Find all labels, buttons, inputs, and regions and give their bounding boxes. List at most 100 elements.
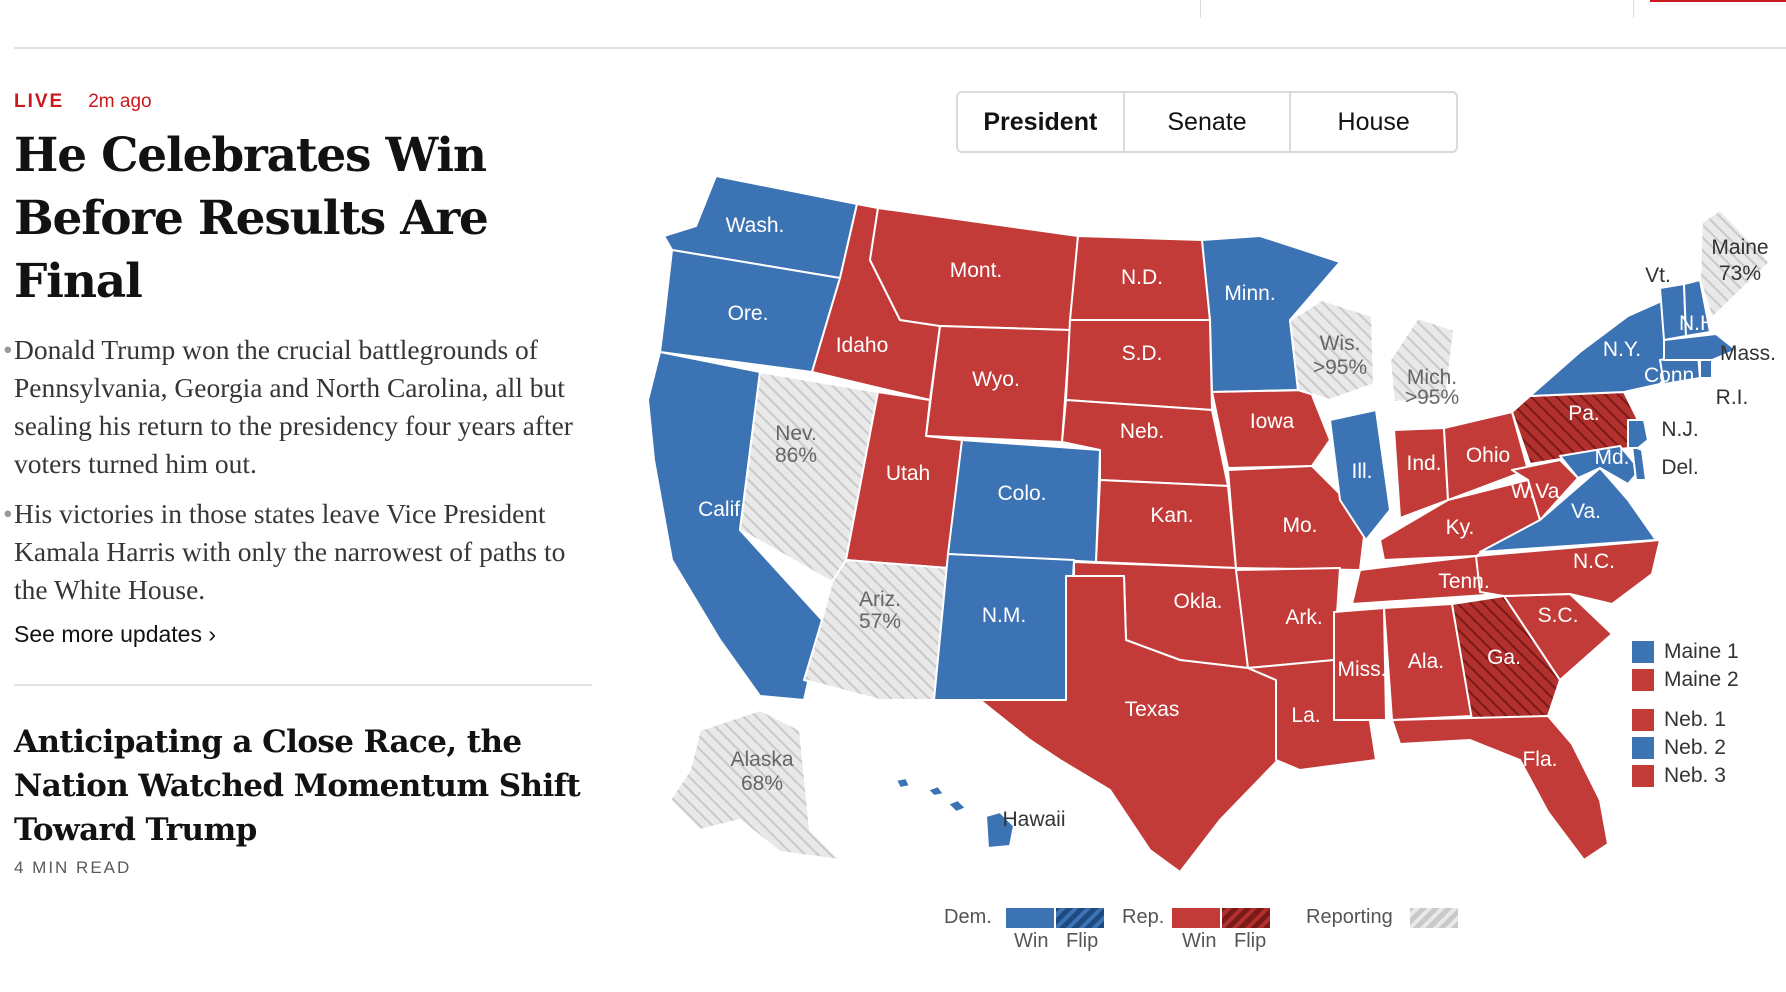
secondary-story-headline[interactable]: Anticipating a Close Race, the Nation Wa… (14, 724, 581, 848)
state-label: Alaska (730, 748, 793, 771)
state-reporting-pct: >95% (1405, 386, 1459, 409)
election-results-map: Wash. Ore. Calif. Nev.86% Idaho Mont. Wyo. Utah… (647, 175, 1776, 873)
state-label: Wash. (726, 214, 785, 237)
legend-rep-label: Rep. (1122, 906, 1165, 928)
legend-rep-flip-swatch (1222, 908, 1270, 928)
district-legend-item: Maine 2 (1632, 668, 1739, 692)
tab-president[interactable]: President (983, 107, 1098, 136)
state-label: Ariz. (859, 588, 901, 611)
state-label: Ore. (728, 302, 769, 325)
state-mich[interactable] (1389, 317, 1455, 403)
state-va[interactable] (1479, 467, 1657, 553)
state-reporting-pct: >95% (1313, 356, 1367, 379)
live-story-column: LIVE 2m ago He Celebrates Win Before Res… (3, 88, 594, 878)
bullet-dot: • (3, 334, 13, 365)
district-legend-item: Neb. 1 (1632, 708, 1726, 732)
state-alaska[interactable] (669, 709, 841, 861)
state-reporting-pct: 57% (859, 610, 901, 633)
state-wis[interactable] (1289, 299, 1375, 401)
top-divider (1633, 0, 1634, 18)
district-legend-item: Neb. 3 (1632, 764, 1726, 788)
state-label: N.J. (1661, 418, 1698, 441)
state-mo[interactable] (1227, 465, 1367, 571)
tab-house[interactable]: House (1289, 93, 1456, 151)
state-label: Okla. (1173, 590, 1222, 613)
state-nh[interactable] (1683, 279, 1711, 337)
state-label: Ill. (1352, 460, 1373, 483)
state-label: Wyo. (972, 368, 1020, 391)
state-label: Va. (1571, 500, 1601, 523)
state-label: Utah (886, 462, 930, 485)
state-fla[interactable] (1391, 715, 1609, 861)
state-label: N.D. (1121, 266, 1163, 289)
state-label: Ala. (1408, 650, 1444, 673)
state-nm[interactable] (933, 553, 1075, 701)
state-label: Mich. (1407, 366, 1457, 389)
map-legend: Dem. Rep. Reporting Win Flip Win Flip (940, 906, 1500, 966)
state-reporting-pct: 68% (741, 772, 783, 795)
state-label: Md. (1594, 446, 1629, 469)
state-sd[interactable] (1065, 319, 1213, 411)
state-label: Del. (1661, 456, 1698, 479)
state-ri[interactable] (1699, 359, 1713, 379)
race-tabs: President Senate House (956, 91, 1458, 153)
state-label: Iowa (1250, 410, 1295, 433)
state-label: N.H. (1679, 312, 1721, 335)
state-mass[interactable] (1663, 333, 1737, 361)
state-label: S.C. (1538, 604, 1579, 627)
live-indicator-row: LIVE 2m ago (14, 88, 594, 116)
district-swatch (1632, 765, 1654, 787)
story-divider (14, 684, 592, 686)
district-name: Maine 1 (1664, 640, 1739, 663)
summary-bullet: • His victories in those states leave Vic… (3, 495, 594, 609)
state-label: Maine (1711, 236, 1768, 259)
district-swatch (1632, 737, 1654, 759)
state-iowa[interactable] (1211, 389, 1331, 469)
state-nj[interactable] (1627, 419, 1649, 449)
state-label: Neb. (1120, 420, 1164, 443)
bullet-text: His victories in those states leave Vice… (14, 498, 566, 605)
state-label: N.C. (1573, 550, 1615, 573)
district-legend-item: Neb. 2 (1632, 736, 1726, 760)
legend-win-label: Win (1182, 930, 1217, 952)
see-more-updates-link[interactable]: See more updates › (14, 621, 217, 647)
top-bar (0, 0, 1786, 50)
state-miss[interactable] (1333, 607, 1387, 721)
state-label: Ga. (1487, 646, 1521, 669)
top-accent-line (1650, 0, 1786, 2)
state-maine[interactable] (1699, 209, 1771, 319)
top-divider (1200, 0, 1201, 18)
state-reporting-pct: 73% (1719, 262, 1761, 285)
state-label: N.M. (982, 604, 1026, 627)
state-label: Nev. (775, 422, 817, 445)
state-label: Vt. (1645, 264, 1671, 287)
legend-dem-win-swatch (1006, 908, 1054, 928)
state-label: Colo. (997, 482, 1046, 505)
district-name: Neb. 1 (1664, 708, 1726, 731)
district-swatch (1632, 641, 1654, 663)
state-ill[interactable] (1329, 409, 1391, 541)
state-md[interactable] (1559, 445, 1641, 485)
bullet-dot: • (3, 498, 13, 529)
legend-flip-label: Flip (1234, 930, 1267, 952)
state-label: Conn. (1644, 364, 1700, 387)
legend-flip-label: Flip (1066, 930, 1099, 952)
state-ga[interactable] (1451, 595, 1561, 721)
state-label: S.D. (1122, 342, 1163, 365)
state-ore[interactable] (659, 249, 841, 373)
main-headline[interactable]: He Celebrates Win Before Results Are Fin… (14, 128, 489, 309)
district-name: Neb. 2 (1664, 736, 1726, 759)
state-texas[interactable] (979, 575, 1279, 873)
legend-win-label: Win (1014, 930, 1049, 952)
state-label: Ky. (1446, 516, 1475, 539)
tab-senate[interactable]: Senate (1122, 93, 1290, 151)
live-label: LIVE (14, 91, 65, 112)
state-hawaii[interactable] (895, 777, 1015, 849)
state-wva[interactable] (1511, 459, 1579, 521)
state-nc[interactable] (1475, 539, 1661, 605)
state-label: R.I. (1716, 386, 1749, 409)
section-divider (14, 47, 1786, 49)
legend-reporting-label: Reporting (1306, 906, 1393, 928)
state-label: Ohio (1466, 444, 1510, 467)
state-label: Fla. (1522, 748, 1557, 771)
